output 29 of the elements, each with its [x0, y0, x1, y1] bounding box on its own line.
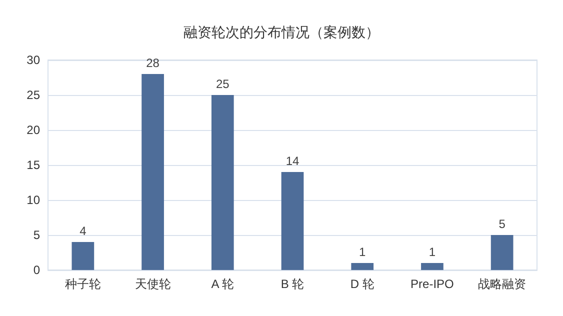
data-label: 25 [216, 77, 230, 91]
x-tick-label: A 轮 [211, 277, 234, 291]
bar [211, 95, 234, 270]
data-label: 14 [286, 154, 300, 168]
data-label: 5 [498, 217, 506, 231]
y-tick-label: 25 [26, 88, 40, 102]
bar [281, 172, 304, 270]
data-label: 1 [359, 245, 366, 259]
bar [351, 263, 374, 270]
bar [490, 235, 514, 270]
x-tick-label: Pre-IPO [410, 277, 454, 291]
bar [142, 74, 164, 270]
y-tick-label: 5 [33, 228, 40, 242]
x-tick-label: 天使轮 [134, 277, 171, 291]
y-tick-label: 10 [26, 193, 40, 207]
x-tick-label: 种子轮 [64, 277, 101, 291]
y-tick-label: 20 [26, 123, 40, 137]
chart-title: 融资轮次的分布情况（案例数） [184, 24, 380, 40]
data-label: 4 [80, 224, 87, 238]
data-label: 1 [428, 245, 436, 259]
y-tick-label: 15 [26, 158, 40, 172]
x-tick-label: B 轮 [280, 277, 304, 291]
x-tick-label: D 轮 [350, 277, 374, 291]
x-tick-label: 战略融资 [478, 277, 526, 291]
data-label: 28 [146, 56, 160, 70]
bar [72, 242, 94, 270]
y-tick-label: 0 [33, 263, 40, 277]
bar [421, 263, 444, 270]
y-tick-label: 30 [26, 53, 40, 67]
